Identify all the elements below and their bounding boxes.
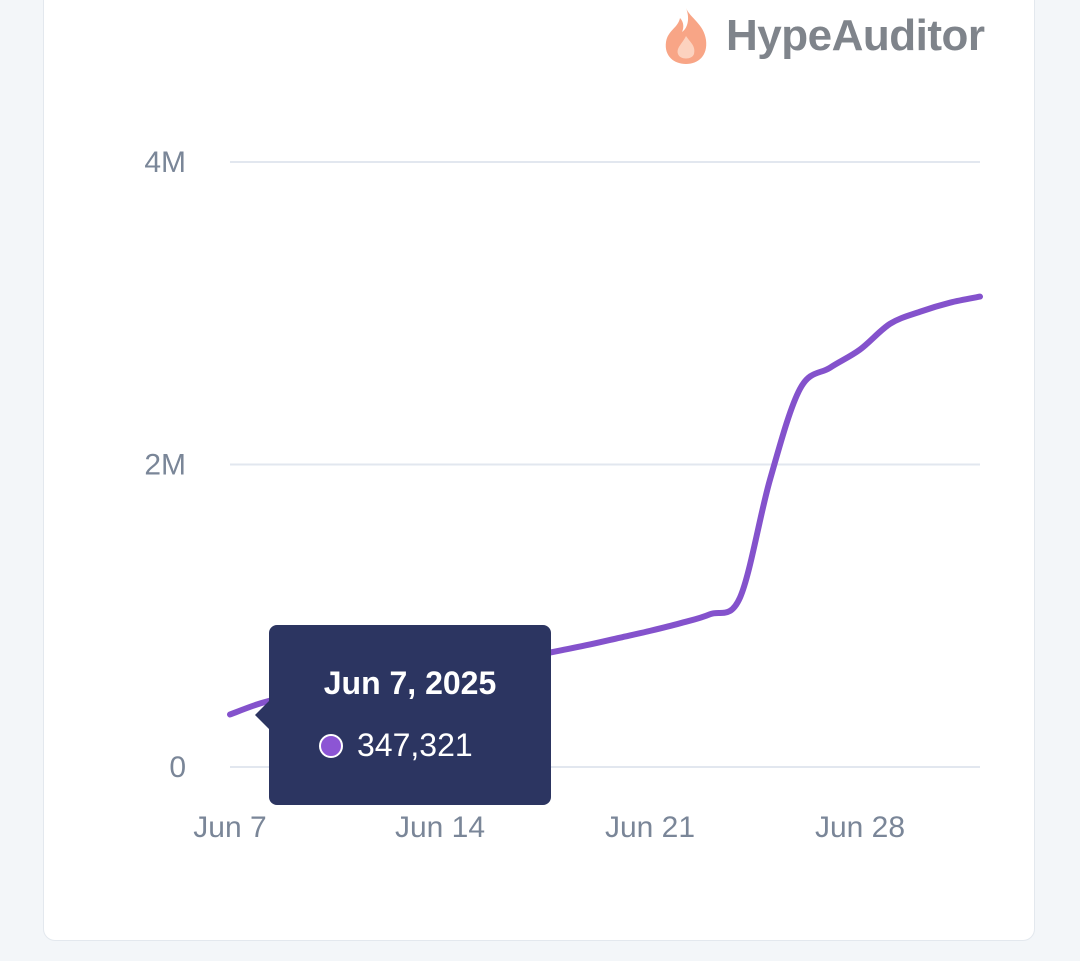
brand-logo: HypeAuditor bbox=[660, 6, 985, 66]
data-point[interactable] bbox=[737, 595, 743, 601]
x-tick-label: Jun 28 bbox=[815, 811, 905, 844]
tooltip-date: Jun 7, 2025 bbox=[323, 665, 497, 701]
data-point[interactable] bbox=[617, 635, 623, 641]
data-point[interactable] bbox=[887, 321, 893, 327]
flame-icon bbox=[665, 8, 707, 64]
x-axis-ticks: Jun 7 Jun 14 Jun 21 Jun 28 bbox=[193, 811, 905, 844]
y-tick-label: 2M bbox=[144, 449, 186, 482]
data-point[interactable] bbox=[977, 294, 983, 300]
brand-name: HypeAuditor bbox=[726, 11, 985, 60]
data-point[interactable] bbox=[647, 628, 653, 634]
y-axis-ticks: 0 2M 4M bbox=[144, 146, 186, 784]
data-point[interactable] bbox=[677, 620, 683, 626]
x-tick-label: Jun 14 bbox=[395, 811, 485, 844]
x-tick-label: Jun 7 bbox=[193, 811, 266, 844]
data-point[interactable] bbox=[557, 648, 563, 654]
y-tick-label: 4M bbox=[144, 146, 186, 179]
tooltip-row: 347,321 bbox=[319, 727, 473, 764]
data-point[interactable] bbox=[767, 477, 773, 483]
series-marker-icon bbox=[319, 733, 343, 758]
data-point[interactable] bbox=[827, 365, 833, 371]
x-tick-label: Jun 21 bbox=[605, 811, 695, 844]
y-tick-label: 0 bbox=[169, 751, 186, 784]
data-point[interactable] bbox=[917, 309, 923, 315]
chart-tooltip: Jun 7, 2025 347,321 bbox=[255, 625, 551, 805]
tooltip-value: 347,321 bbox=[357, 727, 473, 763]
data-point[interactable] bbox=[587, 641, 593, 647]
data-point[interactable] bbox=[857, 347, 863, 353]
data-point[interactable] bbox=[707, 611, 713, 617]
data-point[interactable] bbox=[227, 711, 233, 717]
data-point[interactable] bbox=[947, 300, 953, 306]
data-point[interactable] bbox=[797, 386, 803, 392]
